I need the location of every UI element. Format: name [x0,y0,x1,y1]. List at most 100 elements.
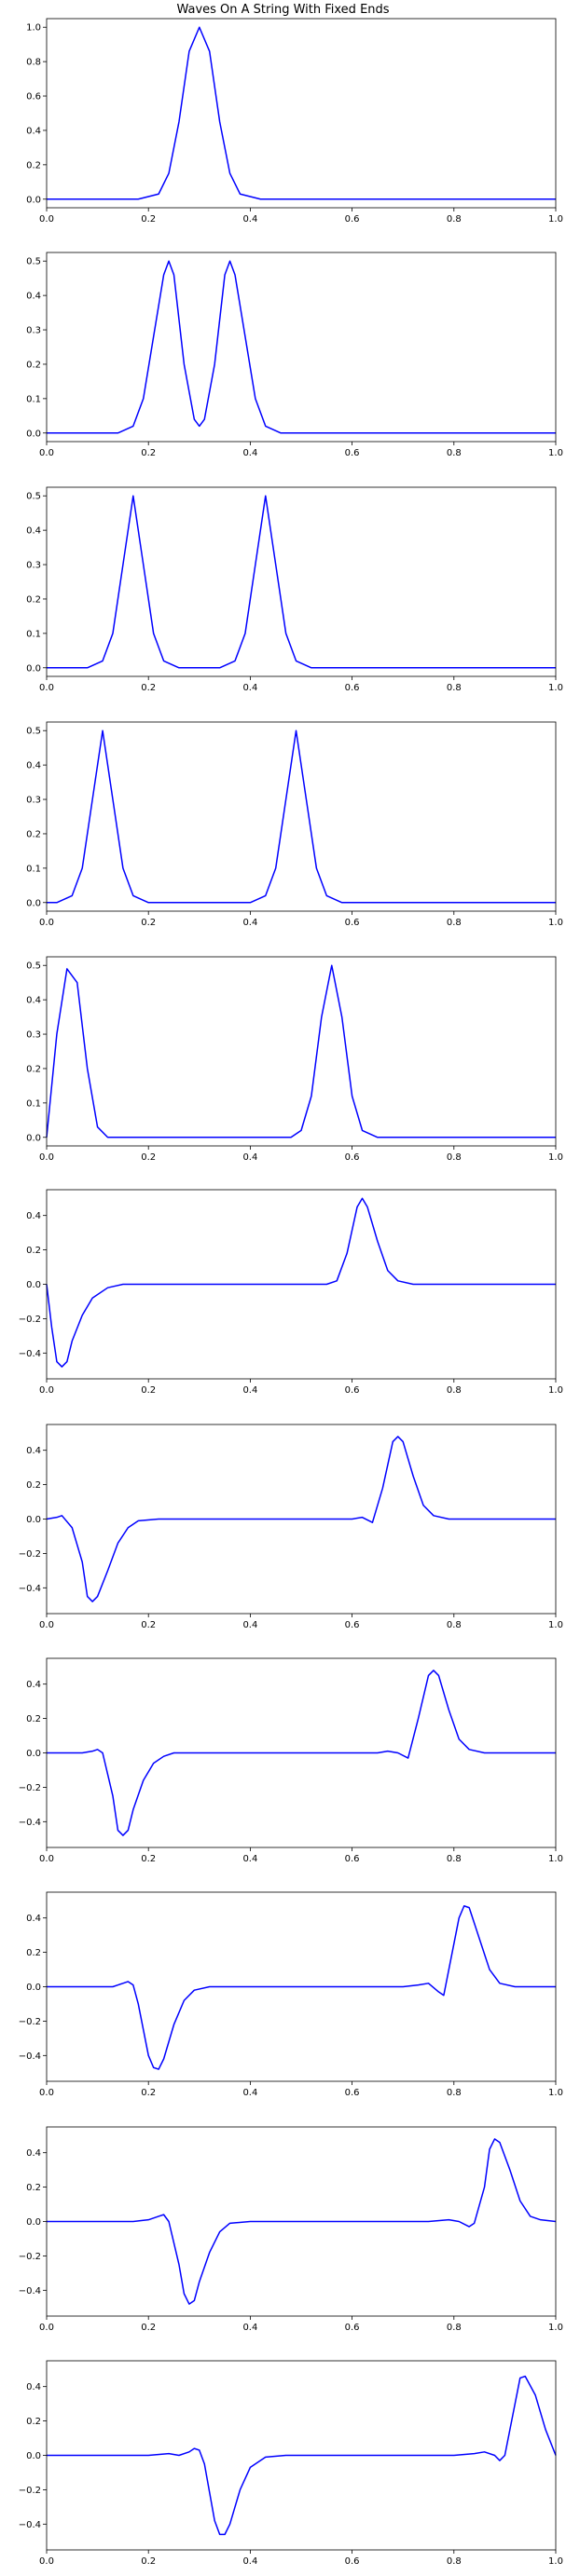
x-tick-label: 0.6 [345,2323,360,2333]
x-tick-label: 0.4 [242,2088,257,2098]
x-tick-label: 1.0 [548,918,563,928]
axes-frame [46,486,557,677]
y-tick-label: 0.1 [26,1098,41,1109]
y-tick-label: 0.0 [26,1133,41,1143]
y-tick-label: 0.2 [26,160,41,170]
y-tick-label: 0.5 [26,492,41,502]
x-tick-label: 0.2 [141,2088,156,2098]
y-tick-label: −0.2 [19,1783,41,1793]
y-tick-label: −0.2 [19,2486,41,2496]
y-tick-label: 0.4 [26,126,41,136]
x-tick-label: 0.0 [39,1620,54,1630]
series-line-8 [47,1670,556,1836]
x-tick-label: 0.0 [39,2088,54,2098]
axes-frame [46,721,557,912]
y-tick-label: 0.0 [26,429,41,439]
y-tick-label: 1.0 [26,23,41,34]
y-tick-label: 0.4 [26,1914,41,1924]
y-tick-label: 0.0 [26,1749,41,1759]
x-tick-label: 0.6 [345,1854,360,1864]
x-tick-label: 0.0 [39,214,54,225]
x-tick-label: 0.4 [242,2323,257,2333]
x-tick-label: 0.8 [447,214,462,225]
y-tick-label: −0.2 [19,2252,41,2262]
y-tick-label: 0.4 [26,1680,41,1690]
y-tick-label: −0.4 [19,1349,41,1359]
y-tick-label: 0.1 [26,394,41,404]
y-tick-label: 0.0 [26,1280,41,1290]
x-tick-label: 0.2 [141,1854,156,1864]
y-tick-label: 0.4 [26,996,41,1006]
x-tick-label: 0.2 [141,1385,156,1396]
x-tick-label: 0.6 [345,1620,360,1630]
x-tick-label: 0.8 [447,2556,462,2567]
y-tick-label: 0.4 [26,1211,41,1221]
subplot-11: 0.0 0.2 0.4 0.6 0.8 1.0 −0.4 −0.2 0.0 0.2 0.4 [19,2360,563,2567]
series-line-7 [46,1436,556,1602]
y-tick-label: 0.4 [26,761,41,771]
series-line-9 [47,1905,556,2070]
x-tick-label: 0.2 [141,683,156,693]
x-tick-label: 0.4 [242,214,257,225]
x-tick-label: 1.0 [548,2088,563,2098]
x-tick-label: 0.0 [39,1854,54,1864]
y-tick-label: 0.5 [26,727,41,737]
y-tick-label: 0.2 [26,2417,41,2427]
y-tick-label: 0.8 [26,58,41,68]
y-tick-label: −0.4 [19,1584,41,1594]
x-tick-label: 0.2 [141,1152,156,1163]
x-tick-label: 0.4 [242,683,257,693]
x-tick-label: 0.8 [447,2323,462,2333]
y-tick-label: 0.0 [26,663,41,674]
x-tick-label: 1.0 [548,683,563,693]
x-tick-label: 1.0 [548,1385,563,1396]
x-tick-label: 0.8 [447,1385,462,1396]
x-tick-label: 1.0 [548,214,563,225]
x-tick-label: 0.6 [345,918,360,928]
subplot-4: 0.0 0.2 0.4 0.6 0.8 1.0 0.0 0.1 0.2 0.3 0.4 0.5 [26,721,563,928]
y-tick-label: −0.4 [19,2286,41,2297]
x-tick-label: 0.4 [242,1152,257,1163]
y-tick-label: 0.0 [26,1515,41,1525]
y-tick-label: 0.0 [26,898,41,908]
x-tick-label: 0.6 [345,214,360,225]
x-tick-label: 0.4 [242,448,257,458]
subplot-8: 0.0 0.2 0.4 0.6 0.8 1.0 −0.4 −0.2 0.0 0.2 0.4 [19,1657,563,1864]
axes-frame [46,956,557,1147]
x-tick-label: 0.4 [242,918,257,928]
x-tick-label: 1.0 [548,1854,563,1864]
x-tick-label: 0.6 [345,2556,360,2567]
y-tick-label: 0.0 [26,2217,41,2228]
x-tick-label: 0.2 [141,1620,156,1630]
series-line-6 [46,1197,556,1368]
subplot-5: 0.0 0.2 0.4 0.6 0.8 1.0 0.0 0.1 0.2 0.3 0.4 0.5 [26,956,563,1163]
y-tick-label: 0.0 [26,195,41,205]
y-tick-label: −0.2 [19,1549,41,1560]
x-tick-label: 0.2 [141,214,156,225]
axes-frame [46,18,557,209]
x-tick-label: 1.0 [548,448,563,458]
x-tick-label: 0.6 [345,1385,360,1396]
x-tick-label: 0.0 [39,2323,54,2333]
x-tick-label: 0.0 [39,918,54,928]
y-tick-label: 0.2 [26,1714,41,1724]
x-tick-label: 0.2 [141,918,156,928]
y-tick-label: 0.3 [26,1030,41,1041]
y-tick-label: 0.1 [26,629,41,639]
x-tick-label: 0.8 [447,918,462,928]
y-tick-label: 0.6 [26,92,41,102]
x-tick-label: 1.0 [548,2556,563,2567]
x-tick-label: 0.4 [242,1385,257,1396]
x-tick-label: 0.6 [345,448,360,458]
x-tick-label: 0.8 [447,1152,462,1163]
y-tick-label: 0.5 [26,257,41,267]
y-tick-label: 0.3 [26,326,41,336]
axes-frame [46,2126,557,2317]
x-tick-label: 0.8 [447,1854,462,1864]
x-tick-label: 0.6 [345,683,360,693]
y-tick-label: 0.2 [26,1246,41,1256]
x-tick-label: 0.0 [39,1152,54,1163]
x-tick-label: 0.0 [39,683,54,693]
x-tick-label: 0.8 [447,448,462,458]
axes-frame [46,1189,557,1380]
